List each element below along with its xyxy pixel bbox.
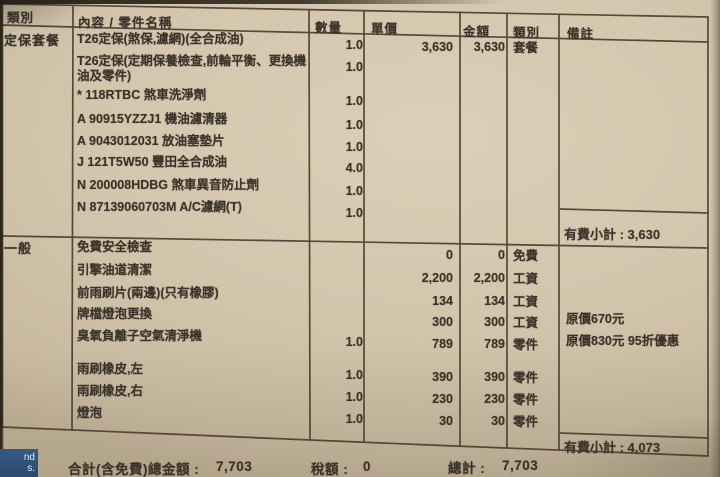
row-amount: 2,200 [473,271,505,285]
row-type: 零件 [513,415,559,430]
row-item-name: 免費安全檢查 [77,240,153,254]
col-header-amount: 金額 [463,25,491,39]
row-unit-price: 134 [432,294,453,308]
row-unit-price: 30 [439,414,453,428]
row-item-name: N 200008HDBG 煞車異音防止劑 [77,178,259,192]
col-header-notes: 備註 [567,27,595,41]
row-quantity: 1.0 [345,60,363,74]
row-item-name: 燈泡 [77,406,103,420]
row-quantity: 1.0 [345,390,363,404]
row-unit-price: 789 [432,337,453,351]
row-item-name: A 90915YZZJ1 機油濾清器 [77,112,228,126]
row-item-name: 牌檔燈泡更換 [77,307,153,321]
row-item-name: T26定保(煞保,濾網)(全合成油) [77,32,244,46]
row-item-name: 雨刷橡皮,左 [77,362,143,376]
row-type: 工資 [513,295,539,309]
col-header-category: 類別 [7,7,34,26]
row-amount: 390 [484,370,505,384]
row-quantity: 1.0 [345,412,363,426]
footer-tax-value: 0 [363,459,372,474]
footer-total-label: 合計(含免費)總金額 : [68,462,200,477]
row-quantity: 1.0 [345,368,363,382]
row-note: 原價830元 95折優惠 [566,334,680,348]
row-type: 免費 [513,249,539,263]
row-type: 零件 [513,338,539,352]
col-header-type: 類別 [513,26,541,40]
col-header-qty: 數量 [315,21,343,35]
row-type: 工資 [513,316,539,330]
row-quantity: 1.0 [345,184,363,198]
footer-grand-label: 總計 : [448,461,486,476]
paper-shade [500,387,720,477]
row-item-name: 前雨刷片(兩邊)(只有橡膠) [77,286,219,300]
row-amount: 3,630 [473,40,505,54]
footer-total-value: 7,703 [216,459,253,474]
row-quantity: 1.0 [345,94,363,108]
row-type: 零件 [513,371,539,385]
row-amount: 0 [498,248,505,262]
paper-edge-top [0,0,560,4]
row-amount: 789 [484,337,505,351]
row-item-name: J 121T5W50 豐田全合成油 [77,155,228,169]
row-item-name: N 87139060703M A/C濾網(T) [77,200,242,214]
row-type: 工資 [513,272,539,286]
clipped-os-overlay: nd s. [0,449,38,477]
section-category-general: 一般 [4,241,33,256]
overlay-text-line2: s. [27,463,35,474]
row-item-name: 雨刷橡皮,右 [77,384,143,398]
row-quantity: 4.0 [345,161,363,175]
section-category-package: 定保套餐 [4,30,60,49]
row-unit-price: 2,200 [421,271,453,285]
paper-edge-left [0,0,4,477]
row-item-name: 引擎油道清潔 [77,263,153,277]
overlay-text-line1: nd [23,452,35,463]
footer-tax-label: 稅額 : [311,462,349,477]
subtotal-package: 有費小計 : 3,630 [564,227,661,242]
subtotal-general: 有費小計 : 4,073 [564,437,660,456]
row-quantity: 1.0 [345,335,363,349]
row-quantity: 1.0 [345,118,363,132]
row-amount: 230 [484,392,505,406]
row-unit-price: 390 [432,370,453,384]
footer-grand-value: 7,703 [502,458,538,473]
row-unit-price: 300 [432,315,453,329]
paper-corner-shadow [0,0,150,60]
row-type: 零件 [513,393,559,408]
row-unit-price: 0 [446,248,453,262]
row-unit-price: 230 [432,392,453,406]
row-quantity: 1.0 [345,140,363,154]
row-type: 套餐 [513,41,539,55]
row-item-name: A 9043012031 放油塞墊片 [77,134,225,148]
row-unit-price: 3,630 [421,40,453,54]
row-item-name: * 118RTBC 煞車洗淨劑 [77,88,207,102]
col-header-content: 內容 / 零件名稱 [78,12,172,31]
col-header-unit-price: 單價 [371,22,399,36]
row-quantity: 1.0 [345,38,363,52]
row-item-name: 臭氧負離子空氣清淨機 [77,329,203,343]
row-amount: 30 [491,414,505,428]
row-amount: 134 [484,294,505,308]
row-note: 原價670元 [566,312,625,326]
row-quantity: 1.0 [345,206,363,220]
paper-edge-right [710,0,720,477]
row-item-name: T26定保(定期保養檢查,前輪平衡、更換機油及零件) [77,54,307,83]
row-amount: 300 [484,315,505,329]
